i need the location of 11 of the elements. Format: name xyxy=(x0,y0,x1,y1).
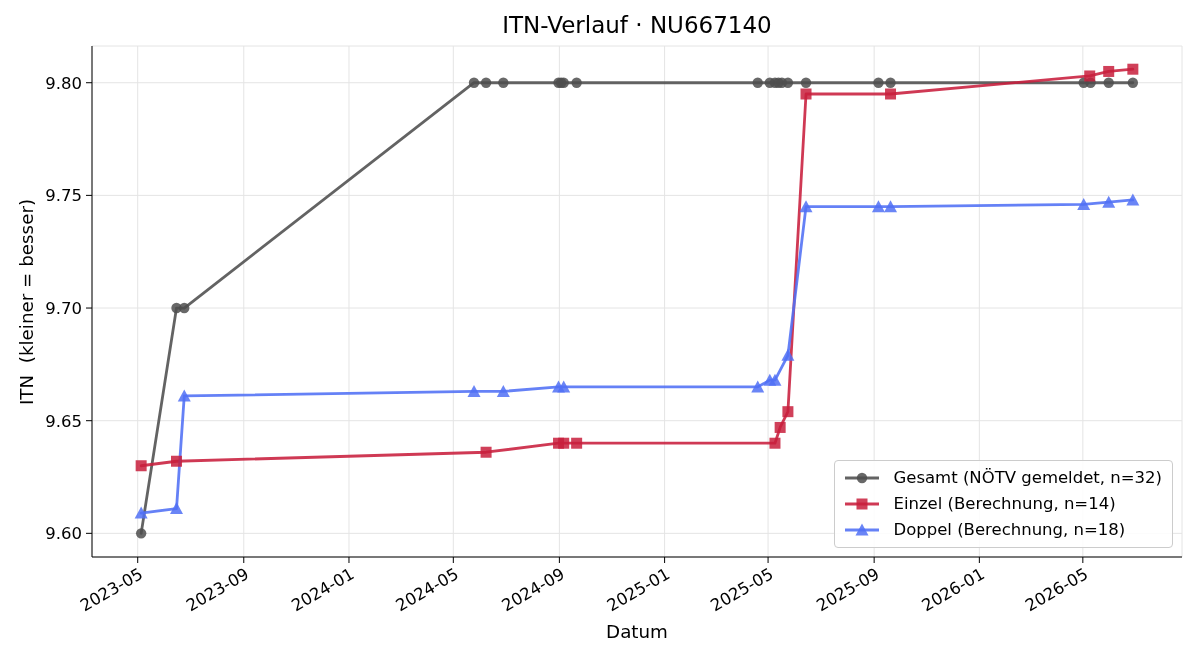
y-tick-label: 9.60 xyxy=(45,524,82,544)
legend-label: Doppel (Berechnung, n=18) xyxy=(893,519,1126,541)
chart-title: ITN-Verlauf · NU667140 xyxy=(501,12,773,38)
y-tick-label: 9.80 xyxy=(45,73,82,93)
y-axis-title: ITN (kleiner = besser) xyxy=(15,198,37,405)
legend-label: Einzel (Berechnung, n=14) xyxy=(893,493,1116,515)
y-tick-label: 9.70 xyxy=(45,298,82,318)
x-axis-title: Datum xyxy=(605,621,669,642)
legend-label: Gesamt (NÖTV gemeldet, n=32) xyxy=(893,467,1162,489)
y-tick-label: 9.65 xyxy=(45,411,82,431)
y-tick-label: 9.75 xyxy=(45,186,82,206)
